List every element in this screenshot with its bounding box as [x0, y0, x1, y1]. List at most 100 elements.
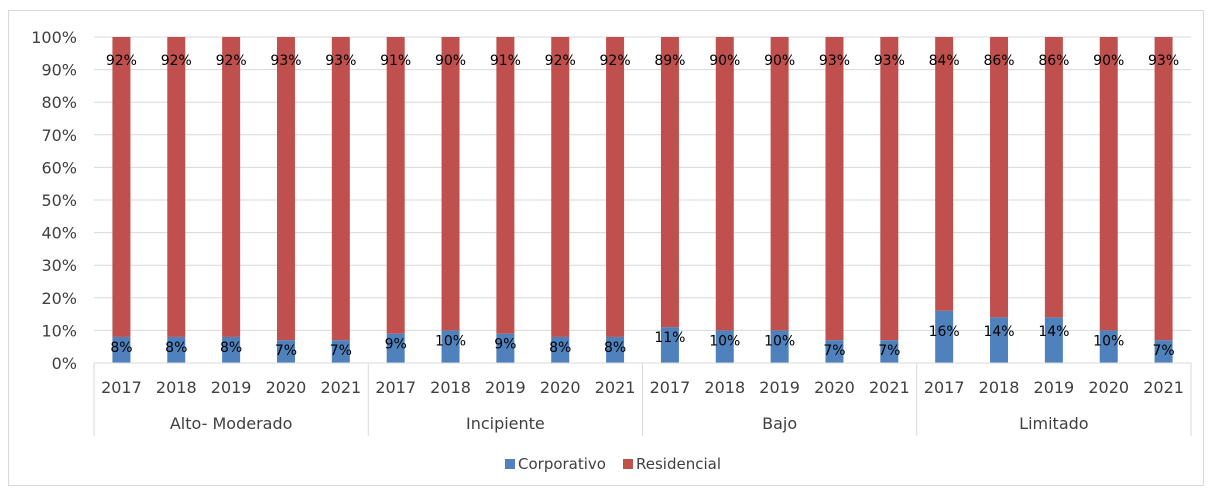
bar-corporativo — [935, 310, 954, 363]
bar-residencial — [112, 37, 131, 337]
y-tick-label: 80% — [41, 93, 77, 112]
y-tick-label: 100% — [31, 28, 77, 47]
x-tick-label: 2020 — [814, 378, 855, 397]
data-label-residencial: 86% — [1038, 53, 1069, 69]
x-tick-label: 2017 — [101, 378, 142, 397]
bar-residencial — [551, 37, 570, 337]
legend-label-residencial: Residencial — [636, 455, 721, 473]
bar-residencial — [825, 37, 844, 341]
bar-corporativo — [112, 336, 131, 363]
bar-corporativo — [606, 336, 625, 363]
data-label-corporativo: 9% — [494, 337, 516, 353]
bar-corporativo — [990, 317, 1009, 363]
data-label-residencial: 93% — [325, 53, 356, 69]
group-label: Alto- Moderado — [170, 414, 293, 433]
axis-layer: 0% 10% 20% 30% 40% 50% 60% 70% 80% 90% 100% 2017 201… — [31, 28, 1192, 436]
data-label-residencial: 91% — [490, 53, 521, 69]
legend: Corporativo Residencial — [505, 455, 721, 473]
bar-corporativo — [167, 336, 186, 363]
data-label-residencial: 93% — [270, 53, 301, 69]
data-label-corporativo: 8% — [220, 340, 242, 356]
bar-residencial — [167, 37, 186, 337]
bar-corporativo — [276, 340, 295, 363]
bar-corporativo — [551, 336, 570, 363]
data-label-corporativo: 7% — [878, 343, 900, 359]
x-tick-label: 2021 — [320, 378, 361, 397]
bar-corporativo — [1099, 330, 1118, 363]
y-tick-label: 50% — [41, 191, 77, 210]
y-tick-label: 60% — [41, 158, 77, 177]
data-label-residencial: 92% — [545, 53, 576, 69]
x-tick-label: 2020 — [266, 378, 307, 397]
x-tick-label: 2020 — [540, 378, 581, 397]
bar-residencial — [1099, 37, 1118, 331]
group-label: Limitado — [1019, 414, 1088, 433]
bars-layer — [112, 37, 1173, 363]
data-label-residencial: 90% — [709, 53, 740, 69]
data-label-residencial: 90% — [435, 53, 466, 69]
x-tick-label: 2018 — [979, 378, 1020, 397]
data-label-corporativo: 10% — [764, 333, 795, 349]
x-tick-label: 2017 — [375, 378, 416, 397]
data-label-corporativo: 10% — [435, 333, 466, 349]
data-label-residencial: 92% — [216, 53, 247, 69]
data-label-residencial: 91% — [380, 53, 411, 69]
bar-residencial — [441, 37, 460, 331]
bar-corporativo — [715, 330, 734, 363]
data-label-residencial: 93% — [874, 53, 905, 69]
legend-swatch-residencial — [623, 459, 633, 469]
data-label-residencial: 92% — [600, 53, 631, 69]
y-tick-label: 40% — [41, 224, 77, 243]
x-tick-label: 2019 — [211, 378, 252, 397]
y-tick-label: 30% — [41, 256, 77, 275]
data-label-corporativo: 8% — [549, 340, 571, 356]
bar-residencial — [1154, 37, 1173, 341]
data-label-corporativo: 11% — [654, 330, 685, 346]
bar-corporativo — [1154, 340, 1173, 363]
data-label-corporativo: 14% — [1038, 324, 1069, 340]
legend-swatch-corporativo — [505, 459, 515, 469]
data-label-residencial: 90% — [764, 53, 795, 69]
data-label-corporativo: 14% — [983, 324, 1014, 340]
bar-residencial — [496, 37, 515, 334]
data-label-corporativo: 10% — [1093, 333, 1124, 349]
data-label-corporativo: 8% — [604, 340, 626, 356]
bar-corporativo — [496, 333, 515, 363]
x-tick-label: 2017 — [924, 378, 965, 397]
bar-residencial — [331, 37, 350, 341]
x-tick-label: 2019 — [759, 378, 800, 397]
bar-residencial — [715, 37, 734, 331]
group-label: Incipiente — [466, 414, 545, 433]
y-tick-label: 20% — [41, 289, 77, 308]
x-tick-label: 2019 — [485, 378, 526, 397]
bar-corporativo — [386, 333, 405, 363]
legend-label-corporativo: Corporativo — [518, 455, 606, 473]
y-tick-label: 90% — [41, 61, 77, 80]
bar-residencial — [386, 37, 405, 334]
bar-corporativo — [441, 330, 460, 363]
bar-corporativo — [825, 340, 844, 363]
x-tick-label: 2018 — [156, 378, 197, 397]
data-label-corporativo: 10% — [709, 333, 740, 349]
bar-residencial — [880, 37, 899, 341]
data-label-corporativo: 8% — [165, 340, 187, 356]
x-tick-label: 2018 — [430, 378, 471, 397]
x-tick-label: 2019 — [1034, 378, 1075, 397]
data-label-residencial: 93% — [819, 53, 850, 69]
group-label: Bajo — [762, 414, 797, 433]
bar-corporativo — [660, 327, 679, 363]
data-label-corporativo: 9% — [385, 337, 407, 353]
data-label-corporativo: 7% — [823, 343, 845, 359]
bar-residencial — [222, 37, 241, 337]
x-tick-label: 2021 — [595, 378, 636, 397]
y-tick-label: 70% — [41, 126, 77, 145]
data-label-residencial: 92% — [161, 53, 192, 69]
x-tick-label: 2020 — [1088, 378, 1129, 397]
grid-layer — [94, 36, 1191, 364]
bar-residencial — [1044, 37, 1063, 318]
bar-residencial — [990, 37, 1009, 318]
data-label-corporativo: 7% — [275, 343, 297, 359]
y-tick-label: 10% — [41, 321, 77, 340]
data-label-residencial: 89% — [654, 53, 685, 69]
